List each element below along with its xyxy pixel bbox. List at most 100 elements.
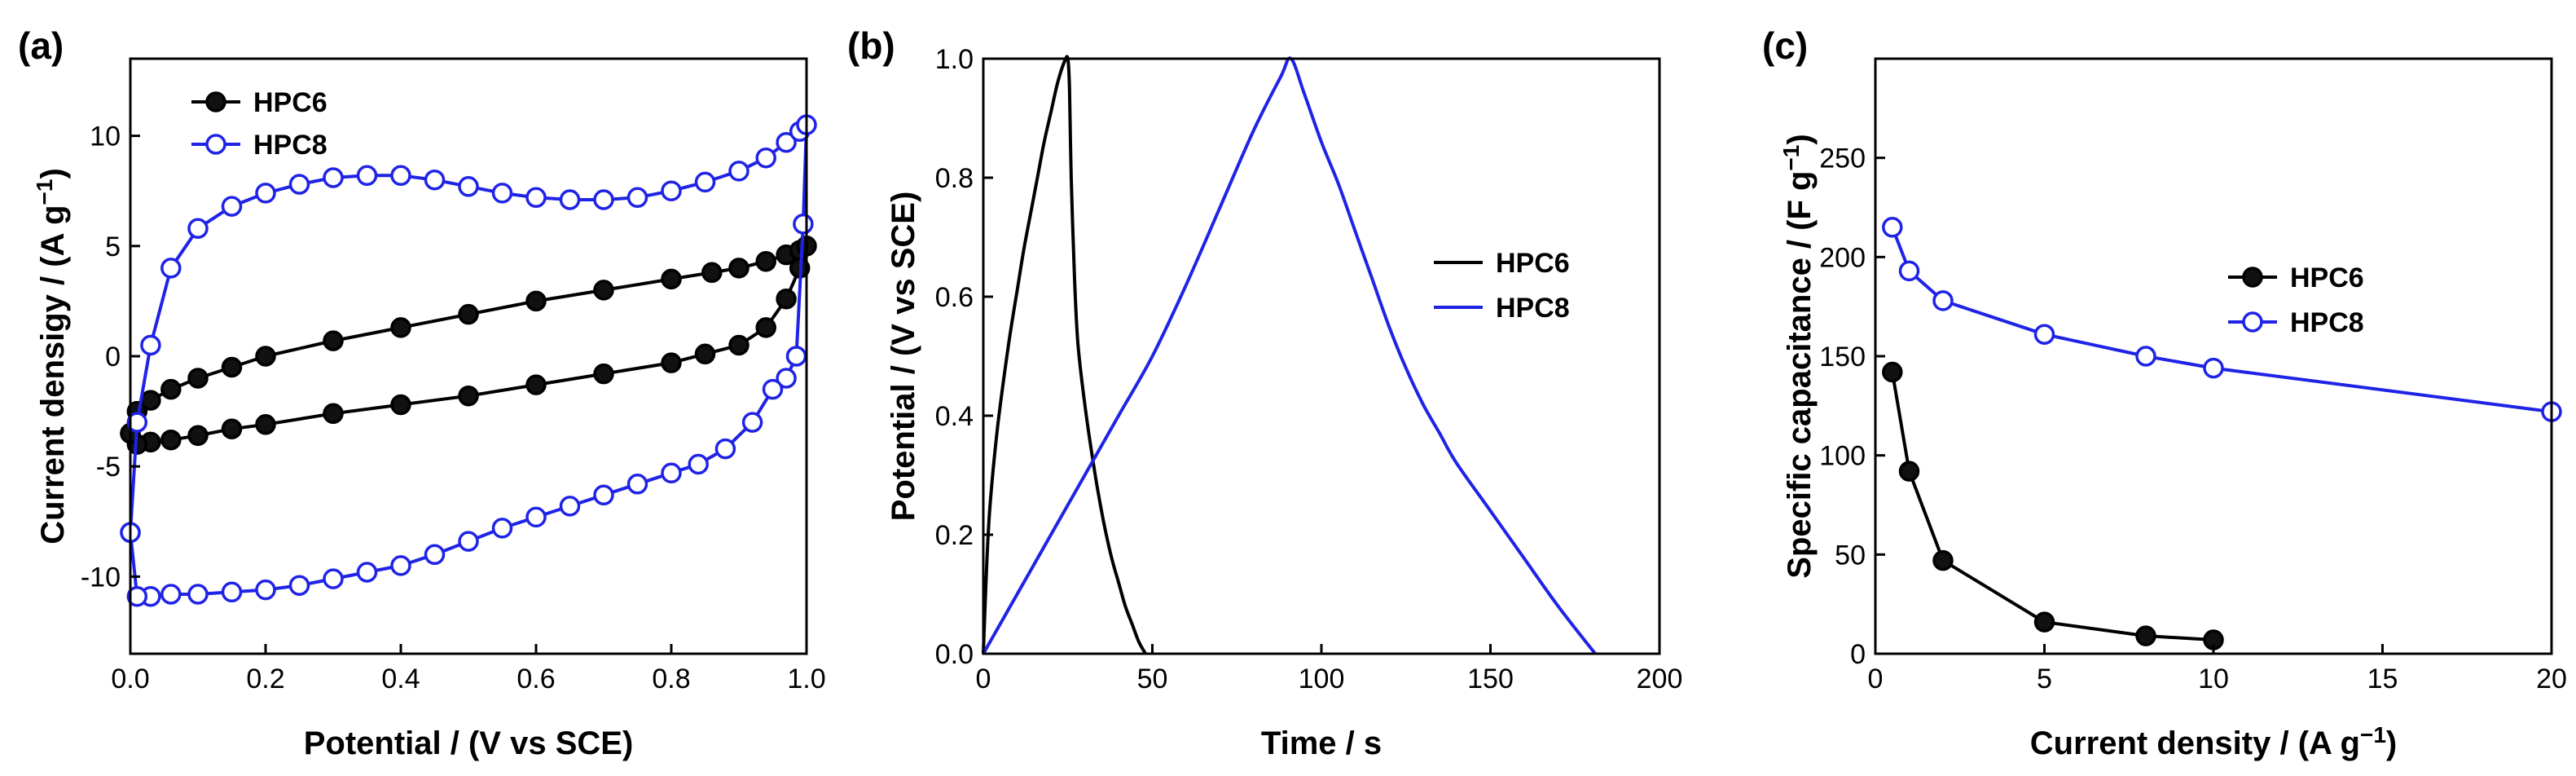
panel-a-y-tick-label-3: 5	[105, 231, 121, 262]
panel-a-legend-marker-hpc8	[205, 134, 226, 155]
panel-b-legend-label-hpc6: HPC6	[1496, 248, 1570, 279]
panel-c-x-title-main: Current density / (A g	[2030, 725, 2360, 761]
panel-b-x-tick-label-1: 50	[1137, 664, 1168, 694]
panel-a-legend-label-hpc8: HPC8	[253, 130, 327, 161]
panel-a-y-tick-label-4: 10	[90, 121, 121, 152]
panel-b-y-tick-label-5: 1.0	[935, 44, 974, 75]
panel-a-hpc6-point-7	[323, 330, 344, 351]
panel-a-hpc6-point-22	[728, 334, 750, 356]
panel-c-y-tick-label-4: 200	[1819, 242, 1866, 273]
panel-a-hpc8-point-10	[390, 165, 411, 187]
panel-a-hpc8-point-27	[776, 368, 797, 389]
panel-a-hpc6-point-30	[255, 414, 276, 435]
panel-a-hpc8-point-4	[187, 218, 209, 239]
panel-c-hpc6-point-1	[1898, 461, 1920, 482]
panel-a-hpc8-point-28	[762, 378, 784, 400]
panel-a-hpc8-point-30	[714, 438, 736, 460]
panel-c-y-axis-title: Specific capacitance / (F g−1)	[1778, 134, 1818, 578]
panel-a-legend: HPC6 HPC8	[191, 87, 327, 161]
panel-a-hpc8-point-3	[160, 258, 182, 279]
panel-a-hpc8-point-41	[356, 562, 378, 583]
panel-a-hpc8-point-8	[323, 167, 344, 188]
panel-a-hpc8-point-32	[661, 462, 682, 484]
panel-a-hpc8-point-1	[126, 412, 148, 433]
panel-c-x-axis-title: Current density / (A g−1)	[2030, 722, 2397, 761]
panel-b-x-tick-label-3: 150	[1467, 664, 1514, 694]
panel-a-hpc6-point-23	[694, 343, 716, 365]
panel-c-y-tick-label-2: 100	[1819, 441, 1866, 472]
panel-a-y-tick-label-2: 0	[105, 342, 121, 373]
panel-a-label: (a)	[18, 24, 64, 67]
panel-b-x-tick-label-4: 200	[1637, 664, 1683, 694]
panel-a-hpc8-point-14	[525, 187, 547, 209]
panel-c-legend-marker-hpc6	[2242, 267, 2263, 288]
panel-a-x-tick-label-4: 0.8	[652, 664, 690, 694]
panel-b-y-tick-label-1: 0.2	[935, 520, 974, 551]
panel-a-legend-label-hpc6: HPC6	[253, 87, 327, 118]
panel-a-hpc8-point-36	[525, 506, 547, 528]
panel-a-hpc6-point-21	[755, 317, 776, 338]
panel-a-hpc6-point-31	[221, 418, 243, 439]
panel-a-y-title-end: )	[35, 168, 71, 179]
panel-a-x-tick-label-0: 0.0	[111, 664, 149, 694]
panel-c-series-hpc6-line	[1890, 372, 2214, 642]
panel-c-legend-marker-hpc8	[2242, 311, 2263, 333]
panel-c-y-title-end: )	[1782, 134, 1818, 144]
panel-a-y-title-main: Current densigy / (A g	[35, 205, 71, 544]
panel-c-y-tick-label-3: 150	[1819, 342, 1866, 373]
panel-a-hpc8-point-31	[688, 453, 709, 475]
panel-a-hpc6-point-15	[755, 250, 776, 272]
panel-c-y-tick-label-5: 250	[1819, 143, 1866, 174]
panel-a-hpc8-point-22	[776, 131, 797, 153]
panel-a-hpc6-point-4	[187, 368, 209, 389]
panel-a-hpc6-point-6	[255, 346, 276, 367]
panel-a-hpc8-point-25	[793, 214, 814, 235]
panel-a-hpc8-point-21	[755, 147, 776, 169]
panel-a-hpc8-point-33	[626, 474, 648, 495]
panel-a-hpc8-point-43	[288, 575, 310, 596]
panel-a-hpc8-point-2	[140, 334, 161, 356]
panel-a-hpc6-point-25	[593, 363, 614, 385]
panel-c-legend-label-hpc8: HPC8	[2290, 307, 2364, 338]
panel-a-y-tick-label-1: -5	[96, 452, 121, 483]
panel-a-hpc6-point-10	[525, 290, 547, 312]
panel-a-hpc8-point-39	[424, 544, 446, 566]
panel-a-hpc6-point-11	[593, 280, 614, 301]
panel-c-x-tick-label-4: 20	[2536, 664, 2567, 694]
panel-b-x-tick-label-2: 100	[1299, 664, 1345, 694]
panel-a-hpc8-point-11	[424, 169, 446, 191]
panel-c-hpc6-point-2	[1932, 549, 1954, 571]
panel-b-label: (b)	[847, 24, 895, 67]
panel-a-hpc6-point-32	[187, 425, 209, 447]
panel-c-x-title-end: )	[2386, 725, 2397, 761]
panel-a-x-tick-label-5: 1.0	[787, 664, 825, 694]
panel-a-hpc8-point-49	[126, 585, 148, 607]
panel-c-hpc6-point-0	[1882, 361, 1903, 383]
panel-a-hpc6-point-28	[390, 394, 411, 416]
panel-c-y-title-sup: −1	[1778, 145, 1804, 171]
panel-c-plot	[1882, 217, 2562, 650]
panel-a-hpc8-point-46	[187, 584, 209, 605]
panel-a-y-title-sup: −1	[32, 179, 57, 205]
panel-a-x-tick-label-1: 0.2	[246, 664, 284, 694]
panel-a-hpc8-point-7	[288, 174, 310, 195]
panel-a-hpc8-point-29	[741, 412, 763, 433]
panel-a-hpc6-point-20	[776, 288, 797, 310]
panel-a-hpc8-point-5	[221, 196, 243, 217]
panel-a-y-tick-label-0: -10	[81, 562, 121, 593]
panel-a-hpc8-point-15	[559, 189, 581, 210]
panel-a-hpc8-point-37	[491, 518, 513, 539]
panel-c-hpc6-point-3	[2033, 611, 2055, 633]
panel-a-hpc6-point-29	[323, 403, 344, 425]
panel-b-series-hpc8-line	[982, 56, 1597, 655]
panel-a: (a) 0.0 0.2 0.4 0.6 0.8 1.0 -10 -5 0 5 10 Potentia…	[18, 24, 826, 761]
panel-b-y-tick-label-0: 0.0	[935, 639, 974, 670]
panel-a-hpc6-point-33	[160, 429, 182, 451]
panel-a-hpc6-point-24	[661, 352, 682, 373]
panel-b-legend: HPC6 HPC8	[1434, 248, 1570, 324]
panel-a-hpc8-point-45	[221, 581, 243, 603]
panel-b-y-tick-label-4: 0.8	[935, 163, 974, 194]
panel-a-hpc8-point-38	[458, 531, 479, 552]
